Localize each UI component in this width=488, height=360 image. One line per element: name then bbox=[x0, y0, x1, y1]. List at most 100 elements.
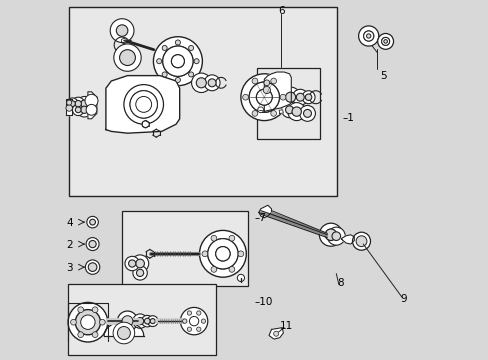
Circle shape bbox=[75, 100, 81, 107]
Circle shape bbox=[204, 75, 220, 91]
Circle shape bbox=[187, 327, 191, 332]
Circle shape bbox=[116, 25, 127, 36]
Circle shape bbox=[130, 91, 157, 118]
Circle shape bbox=[191, 73, 211, 93]
Text: –10: –10 bbox=[254, 297, 272, 307]
Circle shape bbox=[128, 260, 136, 267]
Circle shape bbox=[125, 256, 139, 271]
Circle shape bbox=[363, 31, 373, 41]
Circle shape bbox=[251, 78, 257, 84]
Circle shape bbox=[162, 45, 167, 50]
Circle shape bbox=[75, 310, 101, 335]
Text: –7: –7 bbox=[254, 213, 266, 223]
Circle shape bbox=[189, 316, 199, 326]
Polygon shape bbox=[268, 328, 283, 339]
Circle shape bbox=[325, 229, 336, 240]
Circle shape bbox=[355, 236, 366, 247]
Polygon shape bbox=[279, 110, 283, 113]
Circle shape bbox=[175, 40, 180, 45]
Circle shape bbox=[86, 238, 99, 251]
Circle shape bbox=[263, 86, 270, 94]
Circle shape bbox=[117, 311, 137, 331]
Text: 6: 6 bbox=[277, 6, 284, 16]
Circle shape bbox=[123, 85, 163, 124]
Circle shape bbox=[237, 274, 244, 282]
Text: 9: 9 bbox=[399, 294, 406, 304]
Circle shape bbox=[228, 235, 234, 241]
Circle shape bbox=[270, 78, 276, 84]
Circle shape bbox=[188, 72, 193, 77]
Circle shape bbox=[281, 102, 297, 118]
Circle shape bbox=[211, 235, 216, 241]
Circle shape bbox=[72, 104, 84, 116]
Polygon shape bbox=[88, 92, 97, 119]
Circle shape bbox=[201, 319, 205, 323]
Circle shape bbox=[287, 103, 305, 121]
Circle shape bbox=[77, 103, 91, 117]
Circle shape bbox=[273, 331, 278, 336]
Circle shape bbox=[381, 37, 389, 45]
Circle shape bbox=[136, 318, 143, 325]
Circle shape bbox=[249, 82, 279, 112]
Circle shape bbox=[99, 319, 105, 325]
Circle shape bbox=[81, 106, 88, 113]
Circle shape bbox=[142, 121, 149, 128]
Circle shape bbox=[319, 223, 342, 246]
Circle shape bbox=[280, 87, 300, 107]
Circle shape bbox=[156, 59, 162, 64]
Circle shape bbox=[257, 107, 263, 113]
Circle shape bbox=[68, 302, 107, 342]
Bar bbox=[69, 7, 336, 196]
Circle shape bbox=[66, 105, 72, 111]
Circle shape bbox=[207, 239, 238, 269]
Circle shape bbox=[215, 247, 230, 261]
Circle shape bbox=[153, 37, 202, 86]
Circle shape bbox=[202, 251, 207, 257]
Text: 2: 2 bbox=[66, 240, 73, 250]
Circle shape bbox=[208, 79, 216, 87]
Circle shape bbox=[241, 74, 287, 121]
Circle shape bbox=[171, 55, 184, 68]
Circle shape bbox=[326, 227, 345, 245]
Circle shape bbox=[141, 315, 153, 327]
Circle shape bbox=[280, 94, 285, 100]
Polygon shape bbox=[264, 72, 291, 112]
Circle shape bbox=[89, 240, 96, 248]
Circle shape bbox=[89, 219, 95, 225]
Circle shape bbox=[249, 82, 279, 112]
Circle shape bbox=[136, 269, 143, 276]
Circle shape bbox=[180, 307, 207, 335]
Circle shape bbox=[228, 266, 234, 272]
Circle shape bbox=[163, 46, 193, 76]
Circle shape bbox=[358, 26, 378, 46]
Circle shape bbox=[377, 33, 393, 49]
Circle shape bbox=[207, 239, 238, 269]
Circle shape bbox=[162, 72, 167, 77]
Circle shape bbox=[182, 319, 186, 323]
Circle shape bbox=[117, 327, 130, 339]
Circle shape bbox=[381, 37, 389, 45]
Circle shape bbox=[130, 91, 157, 118]
Circle shape bbox=[92, 332, 98, 338]
Polygon shape bbox=[66, 99, 72, 115]
Circle shape bbox=[302, 91, 314, 104]
Circle shape bbox=[175, 77, 180, 82]
Circle shape bbox=[114, 44, 141, 71]
Circle shape bbox=[86, 104, 97, 115]
Circle shape bbox=[199, 230, 246, 277]
Circle shape bbox=[331, 232, 340, 240]
Bar bbox=[257, 68, 320, 139]
Circle shape bbox=[150, 319, 155, 324]
Circle shape bbox=[81, 100, 88, 107]
Circle shape bbox=[296, 93, 304, 101]
Circle shape bbox=[363, 31, 373, 41]
Circle shape bbox=[196, 311, 201, 315]
Circle shape bbox=[136, 96, 151, 112]
Circle shape bbox=[285, 92, 295, 102]
Circle shape bbox=[66, 100, 72, 105]
Circle shape bbox=[131, 255, 148, 272]
Circle shape bbox=[196, 78, 206, 88]
Circle shape bbox=[238, 251, 244, 257]
Circle shape bbox=[110, 19, 134, 42]
Circle shape bbox=[303, 109, 311, 117]
